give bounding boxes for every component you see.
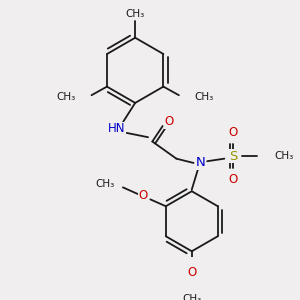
Text: O: O bbox=[187, 266, 196, 279]
Text: S: S bbox=[229, 150, 237, 163]
Text: O: O bbox=[228, 173, 238, 186]
Text: CH₃: CH₃ bbox=[274, 151, 293, 161]
Text: CH₃: CH₃ bbox=[194, 92, 214, 102]
Text: CH₃: CH₃ bbox=[126, 9, 145, 19]
Text: HN: HN bbox=[108, 122, 125, 135]
Text: CH₃: CH₃ bbox=[95, 179, 114, 189]
Text: O: O bbox=[165, 115, 174, 128]
Text: O: O bbox=[139, 190, 148, 202]
Text: O: O bbox=[228, 126, 238, 140]
Text: CH₃: CH₃ bbox=[57, 92, 76, 102]
Text: N: N bbox=[196, 156, 205, 170]
Text: CH₃: CH₃ bbox=[182, 294, 201, 300]
